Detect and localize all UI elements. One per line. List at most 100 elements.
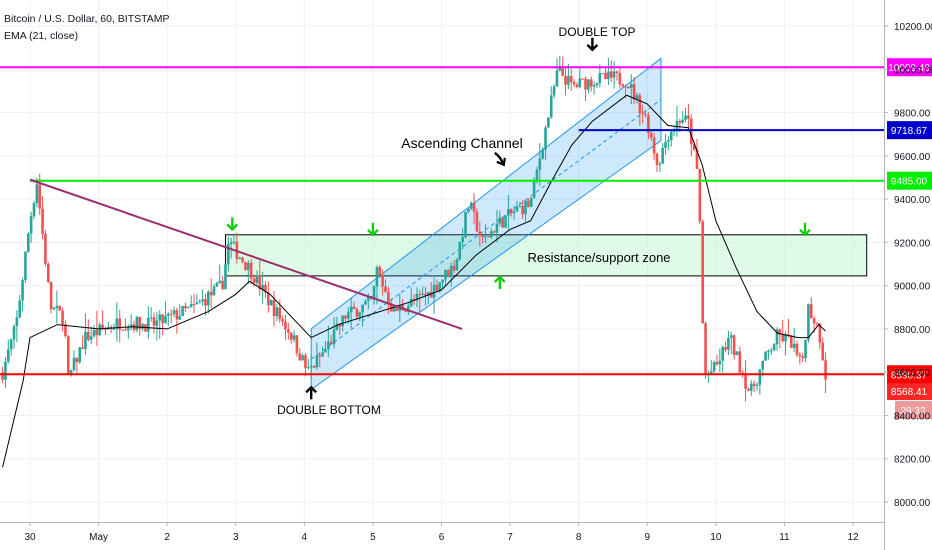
candle-body [21,280,24,301]
candle-body [127,327,130,331]
candle-body [792,343,796,348]
annotation-zone-label: Resistance/support zone [527,250,670,265]
candle-body [589,79,593,87]
candle-body [604,73,607,80]
countdown-tag [895,401,932,420]
candle-body [435,284,439,291]
candle-body [1,372,4,380]
candle-body [452,265,456,271]
candle-body [387,292,390,304]
annotation-ascending-channel: Ascending Channel [401,135,522,151]
candle-body [221,280,224,290]
candle-body [764,351,767,361]
candle-body [667,140,670,142]
candle-body [541,149,544,159]
candle-body [469,202,473,209]
candle-body [444,269,447,280]
candle-body [655,153,659,165]
candle-body [532,179,536,199]
legend-title: Bitcoin / U.S. Dollar, 60, BITSTAMP [4,13,170,25]
candle-body [58,305,62,311]
candle-body [535,169,539,180]
candle-body [464,211,467,238]
candle-body [218,280,222,283]
candle-body [524,200,527,215]
candle-body [121,329,124,331]
annotation-double-top: DOUBLE TOP [559,25,636,39]
y-tick-label: 8400.00 [894,411,931,422]
green-down-arrow-head [367,228,379,237]
candle-body [69,370,73,374]
candle-body [675,120,679,130]
candle-body [572,82,576,85]
arrow-markers [226,37,811,400]
candle-body [789,335,793,348]
candle-body [101,324,104,329]
candle-body [232,241,236,243]
candle-body [192,303,196,305]
candle-body [341,315,344,327]
candle-body [549,95,553,118]
candle-body [375,267,379,287]
candle-body [529,198,533,207]
candle-body [167,313,170,316]
candle-body [724,346,727,350]
candle-body [449,265,453,278]
candle-body [458,241,462,260]
candle-body [578,78,582,87]
candle-body [249,262,253,279]
candle-body [281,318,284,322]
price-tag-green [887,171,932,190]
candle-body [678,120,682,123]
legend-indicator: EMA (21, close) [4,30,79,42]
candle-body [735,351,739,355]
candle-body [467,208,470,212]
y-tick-label: 8600.00 [894,368,931,379]
grid [0,0,884,522]
candle-body [32,203,36,217]
candle-body [212,286,216,296]
x-tick-label: 2 [164,532,170,543]
candle-body [669,131,673,141]
candle-body [367,295,370,301]
candle-body [492,231,496,233]
price-tag-last-label: 8568.41 [891,387,928,398]
candle-body [247,262,250,271]
candle-body [438,282,442,291]
green-down-arrow-head [226,223,239,232]
candle-body [472,202,476,212]
candle-body [207,291,210,306]
candle-body [412,298,416,301]
candle-body [561,65,564,76]
green-down-arrow-head [799,228,811,237]
candle-body [4,361,7,380]
candle-body [432,284,436,298]
candle-body [761,360,764,370]
candle-body [267,292,270,306]
black-arrow-channel [494,151,506,167]
candle-body [187,306,190,309]
candle-body [807,304,810,340]
candle-body [18,300,22,318]
price-tag-red [887,365,932,384]
countdown-label: 29:32 [900,406,925,417]
candle-body [372,286,376,299]
candle-body [181,305,184,316]
candle-body [795,343,799,355]
price-tag-label-green: 9485.00 [891,177,928,188]
green-up-arrow [493,275,506,289]
candle-body [318,355,322,357]
candle-body [138,317,142,329]
candle-body [312,365,316,368]
candle-body [661,147,664,164]
candle-body [64,324,67,337]
candle-body [329,341,333,345]
candle-body [812,318,816,324]
candle-body [61,310,64,325]
candle-body [609,71,613,78]
candle-body [744,374,747,389]
candle-body [72,357,76,371]
candle-body [489,231,493,238]
candle-body [484,236,487,238]
